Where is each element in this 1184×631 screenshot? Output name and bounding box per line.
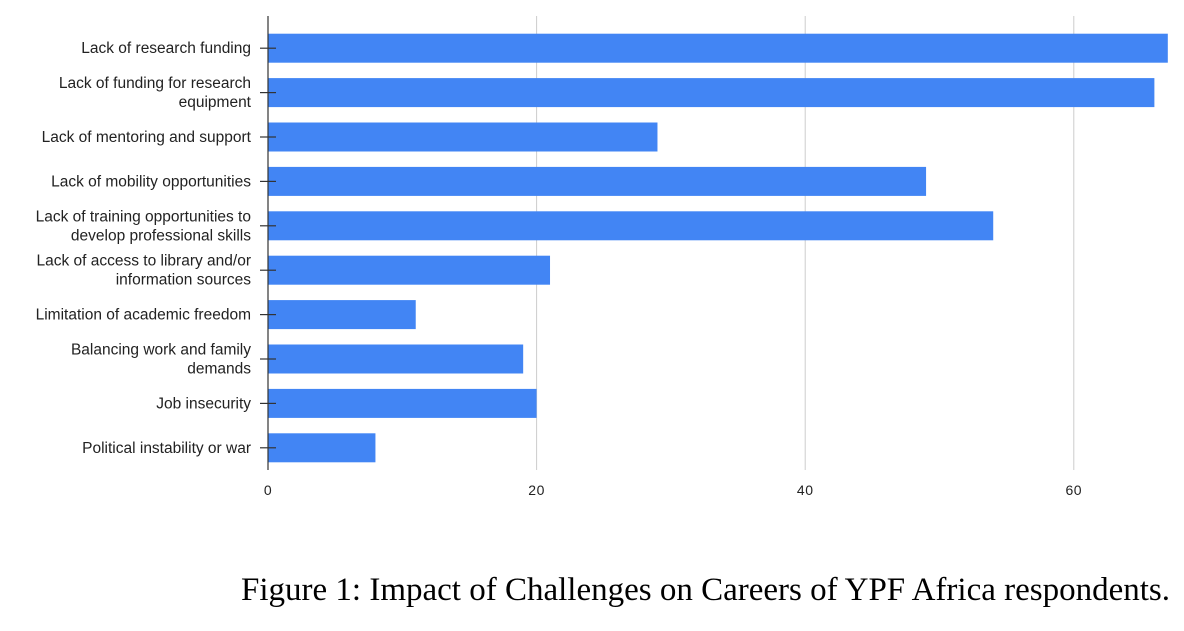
- bar: [268, 211, 994, 241]
- y-axis-labels: Lack of research funding Lack of funding …: [36, 40, 252, 457]
- bar: [268, 300, 416, 330]
- category-label: Lack of mobility opportunities: [51, 173, 251, 190]
- category-label: Lack of training opportunities to: [36, 208, 251, 225]
- bar: [268, 33, 1168, 63]
- bar-chart: Lack of research funding Lack of funding …: [36, 16, 1168, 498]
- x-tick-label: 60: [1066, 482, 1083, 498]
- category-label: Lack of funding for research: [59, 75, 251, 92]
- category-label: Lack of research funding: [81, 40, 251, 57]
- category-label: develop professional skills: [71, 227, 251, 244]
- bar: [268, 433, 376, 463]
- bar: [268, 388, 537, 418]
- bar: [268, 122, 658, 152]
- category-label: demands: [187, 361, 251, 378]
- bar: [268, 344, 524, 374]
- x-tick-label: 40: [797, 482, 814, 498]
- x-axis-labels: 0 20 40 60: [264, 482, 1082, 498]
- category-label: Job insecurity: [156, 395, 251, 412]
- category-label: Political instability or war: [82, 440, 251, 457]
- category-label: information sources: [116, 272, 252, 289]
- bars: [268, 33, 1168, 463]
- x-tick-label: 0: [264, 482, 272, 498]
- category-label: Balancing work and family: [71, 342, 251, 359]
- bar: [268, 255, 551, 285]
- axes: [260, 16, 276, 470]
- category-label: Lack of mentoring and support: [42, 129, 252, 146]
- bar: [268, 78, 1155, 108]
- bar: [268, 166, 927, 196]
- x-tick-label: 20: [528, 482, 545, 498]
- category-label: equipment: [179, 94, 252, 111]
- category-label: Lack of access to library and/or: [36, 253, 251, 270]
- category-label: Limitation of academic freedom: [36, 307, 251, 324]
- figure-caption: Figure 1: Impact of Challenges on Career…: [241, 572, 1170, 608]
